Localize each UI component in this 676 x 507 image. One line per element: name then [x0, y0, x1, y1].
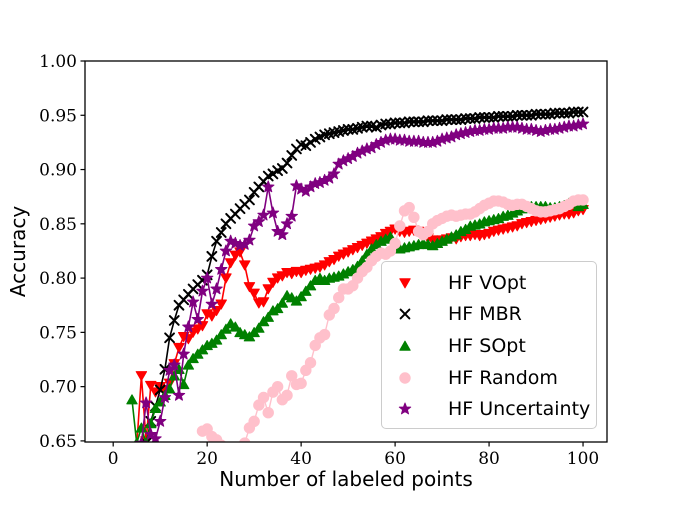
circle-icon: [399, 371, 411, 384]
x-marker-icon: [399, 308, 411, 320]
x-tick-label: 20: [196, 449, 218, 469]
legend: HF VOpt HF MBR HF SOpt HF Random HF Unce…: [381, 261, 597, 429]
legend-item-hf-vopt: HF VOpt: [382, 267, 596, 299]
star-icon: [398, 402, 412, 415]
y-tick-label: 0.80: [39, 269, 77, 289]
x-tick-label: 80: [478, 449, 500, 469]
x-tick-label: 40: [290, 449, 312, 469]
series-hf-uncertainty: [135, 117, 590, 442]
series-hf-random: [196, 194, 589, 442]
legend-item-hf-random: HF Random: [382, 362, 596, 394]
x-axis-ticks: 0 20 40 60 80 100: [108, 442, 599, 469]
x-tick-label: 0: [108, 449, 119, 469]
y-tick-label: 0.70: [39, 378, 77, 398]
y-tick-label: 0.90: [39, 161, 77, 181]
legend-label: HF VOpt: [448, 271, 527, 294]
legend-label: HF SOpt: [448, 334, 526, 357]
y-tick-label: 0.65: [39, 432, 77, 452]
series-hf-mbr: [140, 106, 589, 442]
y-axis-ticks: 0.65 0.70 0.75 0.80 0.85 0.90 0.95 1.00: [39, 52, 85, 452]
y-axis-label: Accuracy: [6, 205, 30, 298]
y-tick-label: 0.85: [39, 215, 77, 235]
x-tick-label: 60: [384, 449, 406, 469]
legend-item-hf-sopt: HF SOpt: [382, 330, 596, 362]
legend-label: HF MBR: [448, 303, 522, 326]
y-tick-label: 1.00: [39, 52, 77, 72]
legend-item-hf-uncertainty: HF Uncertainty: [382, 393, 596, 425]
y-tick-label: 0.95: [39, 106, 77, 126]
legend-item-hf-mbr: HF MBR: [382, 299, 596, 331]
y-tick-label: 0.75: [39, 323, 77, 343]
triangle-up-icon: [399, 340, 411, 351]
legend-label: HF Uncertainty: [448, 398, 591, 421]
x-tick-label: 100: [567, 449, 599, 469]
plot-frame: [84, 60, 608, 443]
legend-label: HF Random: [448, 366, 558, 389]
x-axis-label: Number of labeled points: [219, 467, 473, 491]
triangle-down-icon: [399, 278, 411, 289]
